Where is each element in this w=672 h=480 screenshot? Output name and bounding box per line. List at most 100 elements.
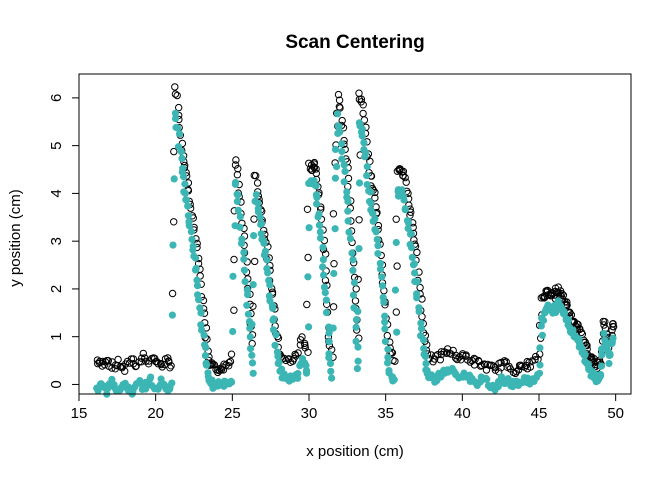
data-point — [378, 282, 387, 290]
data-point — [390, 376, 398, 384]
data-point — [316, 228, 324, 236]
data-point — [171, 83, 179, 91]
data-point — [226, 357, 235, 366]
data-point — [181, 180, 189, 188]
data-point — [600, 321, 608, 329]
x-axis: 15 20 25 30 35 40 45 50 — [71, 393, 624, 422]
data-point — [327, 367, 335, 375]
data-point — [531, 356, 539, 364]
data-point — [248, 320, 256, 328]
data-point — [274, 359, 282, 367]
data-point — [305, 224, 313, 232]
data-point — [195, 296, 203, 304]
x-axis-label: x position (cm) — [306, 443, 404, 460]
data-point — [413, 248, 421, 257]
data-point — [325, 337, 333, 346]
data-point — [384, 345, 392, 353]
data-point — [171, 115, 180, 123]
data-point — [168, 311, 176, 319]
data-point — [392, 238, 400, 247]
data-point — [358, 125, 366, 133]
data-point — [171, 90, 180, 98]
data-point — [233, 171, 242, 179]
data-point — [409, 261, 418, 269]
data-point — [413, 294, 421, 302]
data-point — [263, 256, 271, 264]
data-point — [341, 167, 349, 175]
data-point — [249, 369, 257, 377]
data-point — [500, 357, 509, 365]
data-point — [358, 132, 366, 140]
data-point — [322, 308, 331, 317]
data-point — [329, 303, 338, 311]
chart-title: Scan Centering — [285, 32, 424, 53]
data-point — [402, 178, 410, 186]
data-point — [104, 357, 113, 365]
data-point — [415, 307, 423, 316]
data-point — [319, 271, 328, 279]
data-point — [355, 89, 363, 97]
data-point — [173, 91, 181, 100]
data-point — [512, 367, 521, 376]
data-point — [329, 210, 338, 218]
data-point — [378, 273, 386, 281]
data-point — [304, 348, 312, 356]
data-point — [355, 216, 363, 224]
data-point — [407, 230, 415, 238]
data-point — [352, 285, 360, 293]
data-point — [234, 191, 242, 199]
data-point — [253, 179, 262, 187]
data-point — [310, 163, 318, 171]
data-point — [559, 291, 568, 299]
data-point — [294, 369, 302, 378]
data-point — [202, 343, 210, 352]
data-point — [374, 250, 382, 258]
data-point — [246, 344, 255, 353]
data-point — [301, 341, 309, 350]
data-point — [381, 318, 389, 326]
data-point — [178, 154, 186, 162]
data-point — [318, 263, 327, 271]
y-tick-label: 2 — [48, 285, 65, 293]
data-point — [271, 341, 279, 349]
data-point — [294, 349, 302, 357]
data-point — [260, 239, 268, 247]
data-point — [497, 358, 505, 367]
data-point — [408, 253, 416, 261]
data-point — [452, 354, 460, 362]
data-point — [336, 128, 344, 136]
data-point — [373, 235, 381, 244]
data-point — [166, 364, 174, 372]
data-point — [302, 369, 311, 377]
data-point — [517, 361, 525, 369]
data-point — [363, 163, 371, 171]
data-point — [303, 205, 312, 214]
data-point — [413, 278, 421, 286]
data-point — [372, 228, 380, 236]
data-point — [338, 116, 346, 125]
data-point — [344, 207, 352, 215]
data-point — [337, 140, 346, 148]
data-point — [581, 351, 589, 359]
data-point — [334, 90, 343, 99]
data-point — [241, 277, 249, 286]
data-point — [96, 357, 104, 366]
x-tick-label: 45 — [531, 405, 548, 422]
data-point — [230, 255, 238, 264]
data-point — [381, 325, 389, 333]
data-point — [388, 349, 397, 357]
x-tick-label: 40 — [454, 405, 471, 422]
data-point — [315, 221, 323, 229]
data-point — [177, 148, 185, 156]
data-point — [420, 344, 428, 353]
data-point — [101, 361, 109, 369]
data-point — [340, 178, 348, 186]
data-point — [184, 212, 192, 220]
data-point — [272, 331, 280, 339]
data-point — [563, 298, 571, 306]
data-point — [605, 359, 613, 368]
data-point — [574, 320, 582, 329]
data-point — [240, 255, 248, 263]
data-point — [169, 241, 177, 249]
data-point — [407, 244, 416, 252]
